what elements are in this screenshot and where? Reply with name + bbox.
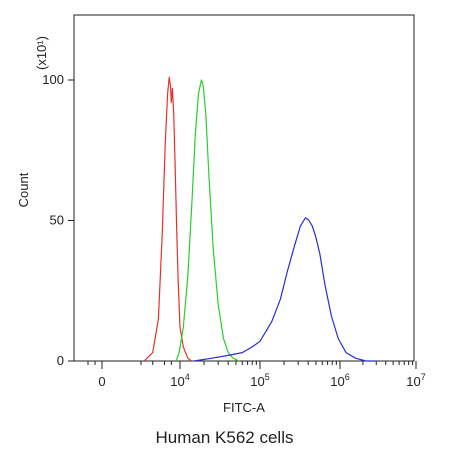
x-tick-label: 0 <box>98 374 105 389</box>
series-line-2 <box>175 79 240 362</box>
series-line-1 <box>143 76 193 362</box>
series-layer <box>143 76 377 362</box>
series-line-3 <box>194 217 377 362</box>
y-multiplier-label: (x10¹) <box>34 36 49 70</box>
chart-caption: Human K562 cells <box>155 428 294 447</box>
plot-frame <box>73 14 415 362</box>
x-tick-label: 107 <box>406 372 425 389</box>
y-tick-label: 100 <box>42 72 64 87</box>
x-axis-label: FITC-A <box>223 400 265 415</box>
y-axis-label: Count <box>16 172 31 207</box>
x-tick-label: 105 <box>250 372 269 389</box>
x-tick-label: 104 <box>170 372 189 389</box>
x-tick-label: 106 <box>330 372 349 389</box>
y-tick-label: 0 <box>57 353 64 368</box>
y-tick-label: 50 <box>50 213 64 228</box>
x-axis-ticks: 0 104 105 106 107 <box>87 361 426 389</box>
y-axis-ticks: 0 50 100 <box>42 72 74 368</box>
